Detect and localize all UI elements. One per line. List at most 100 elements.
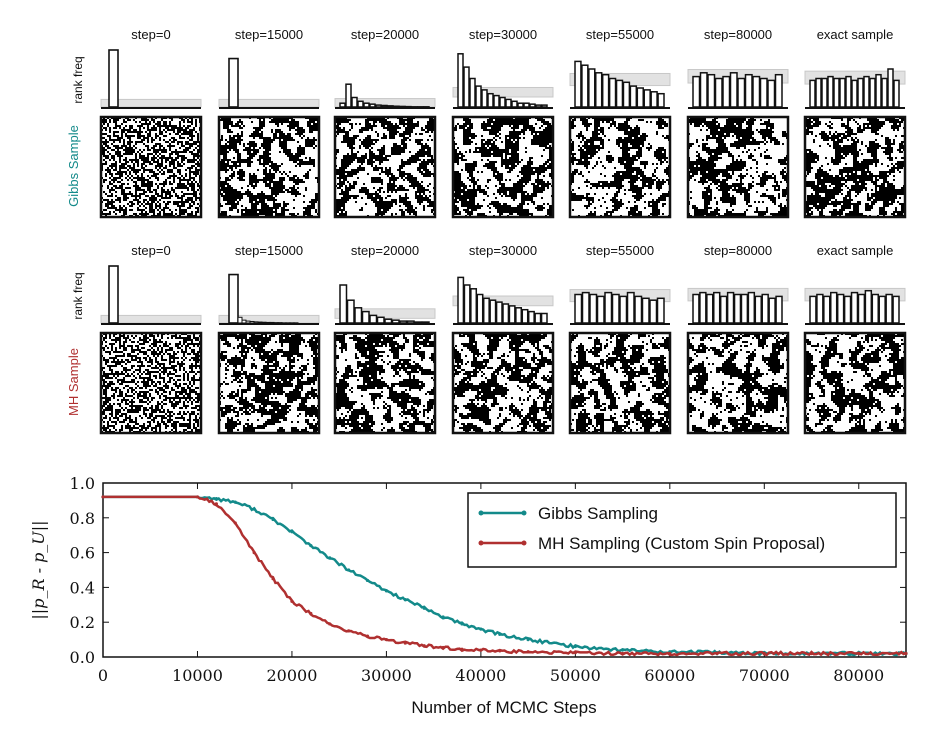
mh-hist-0-bar-peak (108, 265, 119, 324)
series-mh-point-24 (809, 651, 814, 656)
gibbs-title-0: step=0 (131, 27, 170, 42)
gibbs-hist-4-bar-7 (622, 81, 631, 108)
legend-mh-marker-a (478, 540, 484, 546)
mh-hist-1-bar-5 (257, 321, 263, 324)
gibbs-hist-4-bar-4 (601, 73, 610, 108)
mh-hist-2 (334, 284, 436, 325)
gibbs-hist-4-bar-10 (643, 89, 651, 108)
gibbs-hist-5-bar-0 (692, 75, 701, 108)
gibbs-hist-5-bar-6 (737, 77, 746, 108)
mh-hist-6-bar-5 (843, 295, 852, 324)
mh-hist-3-bar-9 (515, 307, 523, 324)
mh-hist-1-bar-0 (237, 316, 243, 324)
mh-hist-3-bar-7 (502, 303, 510, 324)
mh-hist-1-bar-2 (245, 320, 251, 324)
mh-hist-6-bar-1 (816, 293, 824, 324)
series-gibbs-point-5 (271, 517, 275, 522)
mh-hist-4-bar-3 (596, 295, 605, 324)
mh-hist-2-bar-1 (346, 299, 355, 324)
series-mh-point-26 (904, 651, 908, 656)
mh-hist-3-bar-4 (482, 297, 490, 324)
gibbs-title-3: step=30000 (469, 27, 537, 42)
mh-hist-5-bar-4 (719, 295, 728, 324)
gibbs-hist-3-bar-8 (505, 98, 512, 108)
gibbs-hist-2-bar-3 (357, 100, 364, 108)
mh-hist-5-bar-2 (706, 293, 714, 324)
gibbs-hist-2-bar-7 (381, 104, 388, 108)
gibbs-hist-6-bar-11 (875, 73, 882, 108)
gibbs-hist-2-bar-6 (375, 104, 382, 108)
series-mh-point-22 (715, 651, 719, 656)
gibbs-lattice-2 (333, 115, 437, 219)
gibbs-lattice-5 (686, 115, 790, 219)
series-mh-point-17 (498, 649, 502, 653)
gibbs-panel-titles: step=0 step=15000 step=20000 step=30000 … (131, 27, 893, 42)
gibbs-hist-5-bar-5 (729, 72, 738, 108)
mh-hist-6-bar-2 (823, 295, 831, 324)
mh-hist-3-bar-1 (463, 284, 471, 324)
y-tick-label-5: 1.0 (70, 474, 95, 493)
mh-title-6: exact sample (817, 243, 894, 258)
mh-hist-2-bar-4 (369, 314, 378, 324)
gibbs-hist-6-bar-10 (869, 77, 876, 108)
gibbs-hist-6-bar-9 (863, 75, 870, 108)
series-gibbs-point-8 (328, 556, 332, 560)
series-gibbs-point-7 (309, 544, 313, 548)
gibbs-hist-3-bar-10 (517, 102, 524, 108)
gibbs-hist-6-bar-6 (845, 75, 852, 108)
mh-hist-2-bar-2 (354, 307, 363, 324)
gibbs-hist-6-bar-2 (821, 77, 828, 108)
legend-mh-marker-b (521, 540, 527, 546)
series-mh-point-20 (620, 651, 625, 656)
mh-hist-5-bar-12 (775, 295, 783, 324)
gibbs-hist-2-bar-1 (345, 83, 352, 108)
gibbs-hist-3-bar-9 (511, 100, 518, 108)
mh-hist-3-bar-2 (470, 288, 478, 324)
mh-hist-4-bar-0 (574, 293, 583, 324)
mh-panel-titles: step=0 step=15000 step=20000 step=30000 … (131, 243, 893, 258)
mh-hist-5-bar-7 (740, 293, 749, 324)
legend-gibbs-marker-b (521, 510, 527, 516)
x-tick-label-5: 50000 (550, 666, 601, 685)
mh-hist-3-bar-0 (457, 276, 465, 324)
series-mh-point-2 (214, 502, 218, 506)
series-mh-point-7 (309, 611, 313, 616)
gibbs-hist-2 (334, 83, 436, 109)
gibbs-hist-0 (100, 49, 202, 109)
gibbs-hist-2-bar-10 (399, 105, 406, 108)
gibbs-hist-3-bar-14 (541, 104, 548, 108)
mh-rank-freq-label: rank freq (71, 272, 85, 319)
x-tick-label-1: 10000 (172, 666, 223, 685)
mh-hist-6-bar-6 (850, 291, 859, 324)
gibbs-hist-6 (804, 68, 906, 109)
gibbs-hist-3-bar-5 (487, 92, 494, 108)
mh-hist-1 (218, 273, 320, 325)
mh-hist-4-bar-8 (634, 295, 643, 324)
mh-hist-6-bar-7 (857, 293, 866, 324)
legend: Gibbs Sampling MH Sampling (Custom Spin … (467, 492, 897, 568)
mh-hist-3-bar-13 (540, 312, 548, 324)
mh-title-3: step=30000 (469, 243, 537, 258)
mh-lattice-4 (568, 331, 672, 435)
gibbs-hist-5-bar-7 (744, 73, 753, 108)
gibbs-hist-4-bar-12 (657, 92, 665, 108)
mh-title-1: step=15000 (235, 243, 303, 258)
gibbs-hist-5-bar-3 (714, 77, 723, 108)
gibbs-hist-4-bar-11 (650, 91, 658, 108)
mh-hist-2-bar-6 (384, 318, 393, 324)
gibbs-title-1: step=15000 (235, 27, 303, 42)
mh-row-label: MH Sample (66, 348, 81, 416)
series-gibbs-point-3 (233, 500, 237, 504)
series-mh-point-19 (573, 651, 577, 655)
gibbs-hist-3-bar-4 (481, 89, 488, 108)
series-gibbs-point-18 (526, 638, 530, 642)
gibbs-hist-3 (452, 53, 554, 109)
x-axis-label: Number of MCMC Steps (411, 698, 596, 717)
gibbs-hist-6-bar-14 (893, 79, 900, 108)
gibbs-hist-5-bar-8 (752, 75, 761, 108)
gibbs-hist-2-bar-9 (393, 105, 400, 108)
mh-hist-3-bar-11 (527, 310, 535, 324)
series-mh-point-13 (422, 644, 426, 648)
gibbs-hist-5-bar-4 (722, 75, 731, 108)
